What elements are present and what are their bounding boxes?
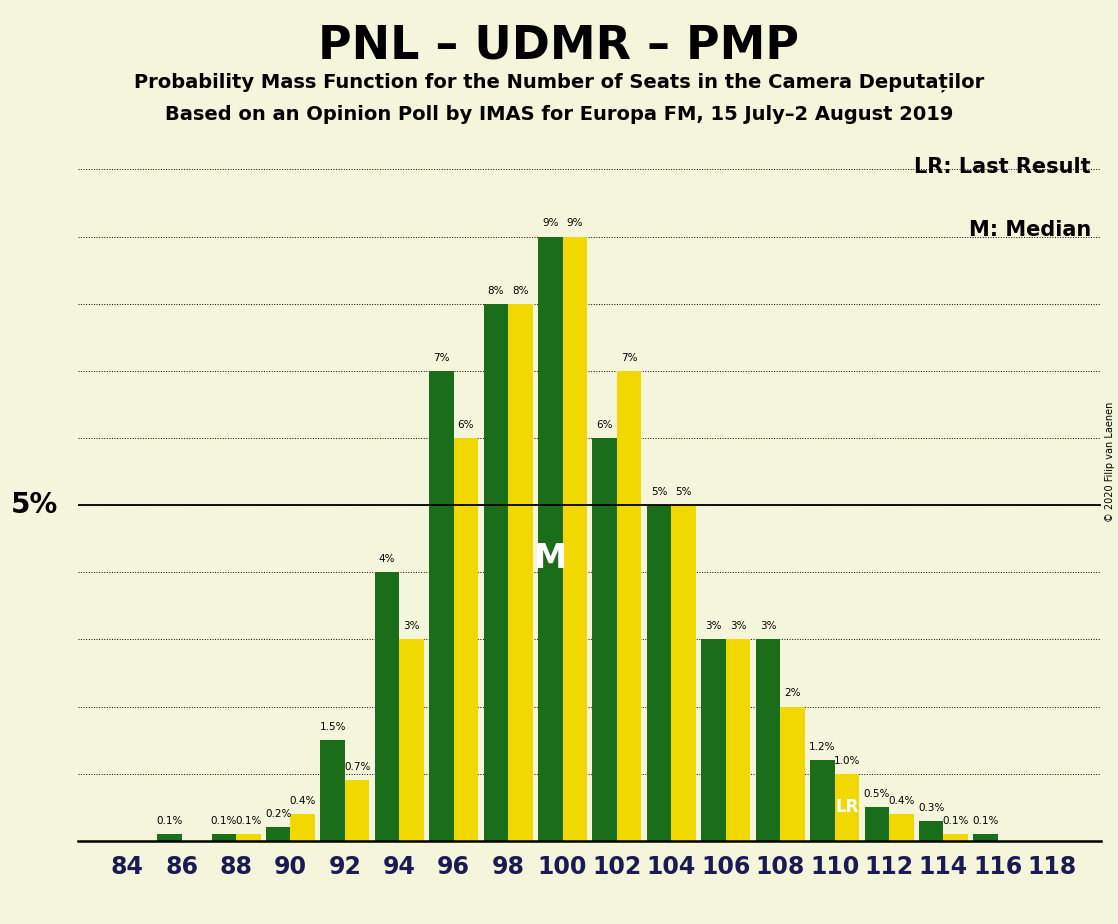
Text: © 2020 Filip van Laenen: © 2020 Filip van Laenen — [1106, 402, 1115, 522]
Bar — [484, 304, 508, 841]
Text: 0.1%: 0.1% — [157, 816, 182, 826]
Text: 5%: 5% — [10, 492, 58, 519]
Text: 1.0%: 1.0% — [834, 756, 860, 766]
Bar — [756, 639, 780, 841]
Text: 0.7%: 0.7% — [344, 762, 370, 772]
Bar — [593, 438, 617, 841]
Bar — [562, 237, 587, 841]
Text: 2%: 2% — [784, 688, 800, 699]
Bar — [919, 821, 944, 841]
Text: 3%: 3% — [705, 621, 722, 631]
Text: M: Median: M: Median — [969, 221, 1091, 240]
Bar — [835, 773, 859, 841]
Bar — [399, 639, 424, 841]
Bar — [321, 740, 344, 841]
Text: 6%: 6% — [597, 419, 613, 430]
Text: 0.1%: 0.1% — [235, 816, 262, 826]
Text: 0.1%: 0.1% — [210, 816, 237, 826]
Text: 3%: 3% — [760, 621, 776, 631]
Text: 5%: 5% — [651, 487, 667, 497]
Text: 5%: 5% — [675, 487, 692, 497]
Text: 0.4%: 0.4% — [888, 796, 915, 806]
Bar — [454, 438, 479, 841]
Text: 6%: 6% — [457, 419, 474, 430]
Bar — [889, 814, 913, 841]
Bar — [375, 572, 399, 841]
Bar — [780, 707, 805, 841]
Text: 8%: 8% — [512, 286, 529, 296]
Bar — [617, 371, 642, 841]
Text: 9%: 9% — [542, 218, 559, 228]
Bar — [974, 834, 998, 841]
Text: 3%: 3% — [404, 621, 419, 631]
Text: 0.1%: 0.1% — [973, 816, 998, 826]
Bar — [726, 639, 750, 841]
Text: 0.4%: 0.4% — [290, 796, 316, 806]
Text: 7%: 7% — [433, 353, 449, 363]
Bar — [701, 639, 726, 841]
Text: 0.1%: 0.1% — [942, 816, 969, 826]
Text: 0.2%: 0.2% — [265, 809, 292, 820]
Bar — [944, 834, 968, 841]
Bar — [158, 834, 181, 841]
Text: 1.2%: 1.2% — [809, 742, 835, 752]
Text: 0.3%: 0.3% — [918, 803, 945, 812]
Bar — [508, 304, 532, 841]
Bar — [429, 371, 454, 841]
Text: 4%: 4% — [379, 554, 396, 565]
Text: 0.5%: 0.5% — [863, 789, 890, 799]
Bar — [236, 834, 260, 841]
Text: PNL – UDMR – PMP: PNL – UDMR – PMP — [319, 23, 799, 68]
Text: 1.5%: 1.5% — [320, 722, 345, 732]
Text: Based on an Opinion Poll by IMAS for Europa FM, 15 July–2 August 2019: Based on an Opinion Poll by IMAS for Eur… — [164, 105, 954, 125]
Text: 3%: 3% — [730, 621, 747, 631]
Text: 7%: 7% — [620, 353, 637, 363]
Bar — [647, 505, 672, 841]
Bar — [672, 505, 695, 841]
Bar — [291, 814, 315, 841]
Text: LR: LR — [835, 798, 859, 816]
Text: LR: Last Result: LR: Last Result — [915, 157, 1091, 177]
Bar — [864, 808, 889, 841]
Text: 9%: 9% — [567, 218, 582, 228]
Text: M: M — [533, 542, 567, 576]
Bar — [811, 760, 835, 841]
Bar — [538, 237, 562, 841]
Bar — [344, 781, 369, 841]
Bar — [266, 827, 291, 841]
Text: Probability Mass Function for the Number of Seats in the Camera Deputaților: Probability Mass Function for the Number… — [134, 72, 984, 91]
Bar — [211, 834, 236, 841]
Text: 8%: 8% — [487, 286, 504, 296]
